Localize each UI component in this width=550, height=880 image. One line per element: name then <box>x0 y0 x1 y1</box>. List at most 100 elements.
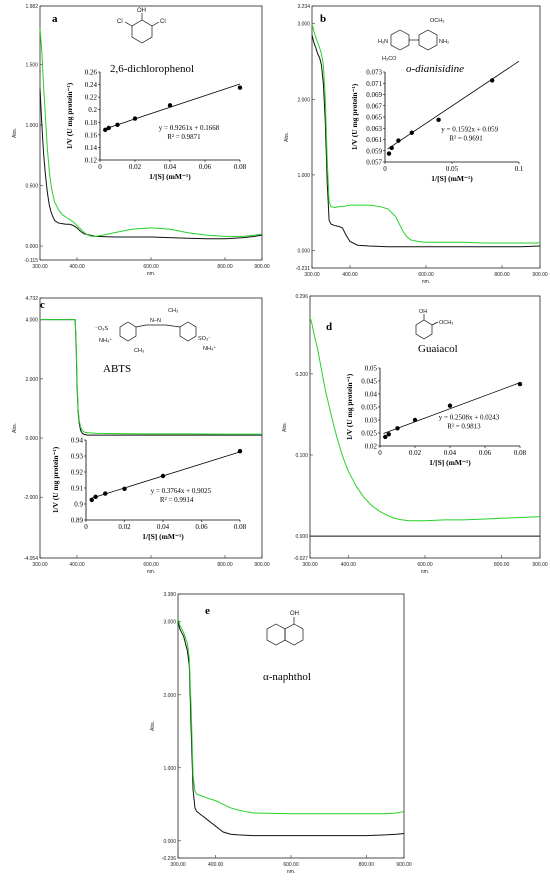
svg-text:⁻O₃S: ⁻O₃S <box>95 326 108 332</box>
y-tick-label: 4.732 <box>25 296 38 302</box>
y-tick-label: 3.000 <box>163 620 176 626</box>
inset-x-tick-label: 0 <box>383 165 387 173</box>
x-axis-label: nm. <box>147 271 155 277</box>
inset-x-tick-label: 0.06 <box>195 523 208 531</box>
svg-text:OH: OH <box>419 309 427 315</box>
y-tick-label: -0.027 <box>294 556 308 562</box>
compound-name-a: 2,6-dichlorophenol <box>110 63 194 75</box>
y-axis-label: Abs. <box>12 423 18 433</box>
x-tick-label: 300.00 <box>32 562 48 568</box>
plot-frame <box>311 5 541 269</box>
y-tick-label: 3.000 <box>297 22 310 28</box>
inset-data-point <box>103 491 108 496</box>
y-tick-label: 0.000 <box>297 249 310 255</box>
inset-data-point <box>167 103 173 108</box>
x-tick-label: 400.00 <box>69 264 85 270</box>
y-tick-label: -2.000 <box>24 495 38 501</box>
inset-data-point <box>93 494 98 499</box>
compound-name-c: ABTS <box>103 363 131 375</box>
x-tick-label: 300.00 <box>170 862 186 868</box>
series-line-1 <box>39 88 263 240</box>
y-tick-label: 4.000 <box>25 318 38 324</box>
inset-data-point <box>386 432 391 437</box>
inset-y-tick-label: 0.22 <box>85 94 98 102</box>
series-line-2 <box>177 617 405 815</box>
y-axis-label: Abs. <box>284 132 290 142</box>
x-tick-label: 900.00 <box>532 272 548 278</box>
inset-data-point <box>389 145 394 151</box>
inset-y-tick-label: 0.03 <box>365 417 378 425</box>
inset-x-tick-label: 0.08 <box>234 163 247 171</box>
inset-y-tick-label: 0.24 <box>85 81 98 89</box>
structure-o-dianisidine: H₂N NH₂ OCH₃ H₃CO <box>378 18 449 62</box>
inset-data-point <box>409 130 414 135</box>
inset-plot: 0.89 0.9 0.91 0.92 0.93 0.94 0 0.02 0.04 0.06 0.08… <box>51 437 247 542</box>
svg-text:Cl: Cl <box>117 19 123 25</box>
y-tick-label: 1.500 <box>25 62 38 68</box>
series-line-2 <box>40 319 262 435</box>
inset-y-tick-label: 0.16 <box>85 131 98 139</box>
y-tick-label: -0.236 <box>162 856 176 862</box>
panel-letter-b: b <box>320 13 326 25</box>
y-tick-label: 2.000 <box>297 97 310 103</box>
panel-letter-d: d <box>326 321 332 333</box>
inset-y-label: 1/V (U mg protein⁻¹) <box>350 83 359 150</box>
inset-data-point <box>132 116 138 121</box>
inset-y-label: 1/V (U mg protein⁻¹) <box>345 373 354 440</box>
structure-2-6-dichlorophenol: OH Cl Cl <box>117 8 166 44</box>
inset-data-point <box>517 381 523 387</box>
series-line-1 <box>177 621 405 837</box>
inset-y-tick-label: 0.2 <box>88 106 97 114</box>
x-tick-label: 800.00 <box>494 562 510 568</box>
inset-plot: 0.057 0.059 0.061 0.063 0.065 0.067 0.069 0.071… <box>350 60 524 183</box>
inset-fit-line <box>387 60 520 150</box>
inset-y-tick-label: 0.94 <box>71 437 84 445</box>
y-tick-label: 2.000 <box>163 693 176 699</box>
svg-text:H₃CO: H₃CO <box>382 56 397 62</box>
svg-text:OH: OH <box>137 8 146 14</box>
inset-y-tick-label: 0.035 <box>361 404 377 412</box>
inset-y-tick-label: 0.9 <box>74 501 83 509</box>
svg-text:OCH₃: OCH₃ <box>430 18 444 24</box>
inset-x-label: 1/[S] (mM⁻¹) <box>431 174 473 183</box>
x-tick-label: 300.00 <box>304 272 320 278</box>
y-tick-label: 2.000 <box>25 377 38 383</box>
y-axis-label: Abs. <box>282 422 288 432</box>
inset-r2: R² = 0.9813 <box>447 422 481 430</box>
x-tick-label: 600.00 <box>417 562 433 568</box>
inset-equation: y = 0.1592x + 0.059 <box>441 125 498 133</box>
y-axis-label: Abs. <box>12 128 18 138</box>
x-tick-label: 600.00 <box>143 264 159 270</box>
inset-r2: R² = 0.9871 <box>167 133 201 141</box>
svg-text:SO₃⁻: SO₃⁻ <box>198 336 211 342</box>
y-tick-label: 0.500 <box>25 184 38 190</box>
x-tick-label: 900.00 <box>396 862 412 868</box>
structure-abts: ⁻O₃S NH₄⁺ SO₃⁻ NH₄⁺ N–N CH₃ CH₃ <box>95 308 216 354</box>
x-tick-label: 400.00 <box>208 862 224 868</box>
panel-letter-e: e <box>205 605 210 617</box>
inset-y-tick-label: 0.92 <box>71 469 84 477</box>
inset-data-point <box>237 449 243 454</box>
inset-x-tick-label: 0.08 <box>514 449 527 457</box>
inset-x-tick-label: 0.04 <box>444 449 457 457</box>
inset-data-point <box>447 403 453 408</box>
compound-name-e: α-naphthol <box>263 671 311 683</box>
x-axis-label: nm. <box>147 569 155 575</box>
inset-data-point <box>396 138 401 143</box>
x-tick-label: 600.00 <box>143 562 159 568</box>
y-tick-label: 0.000 <box>25 244 38 250</box>
inset-data-point <box>490 78 495 83</box>
x-tick-label: 600.00 <box>418 272 434 278</box>
inset-y-tick-label: 0.93 <box>71 453 84 461</box>
y-tick-label: 0.200 <box>295 372 308 378</box>
y-tick-label: 1.982 <box>25 4 38 10</box>
panel-letter-c: c <box>40 299 45 311</box>
x-axis-label: nm. <box>422 279 430 285</box>
x-tick-label: 800.00 <box>217 264 233 270</box>
inset-x-tick-label: 0 <box>378 449 382 457</box>
